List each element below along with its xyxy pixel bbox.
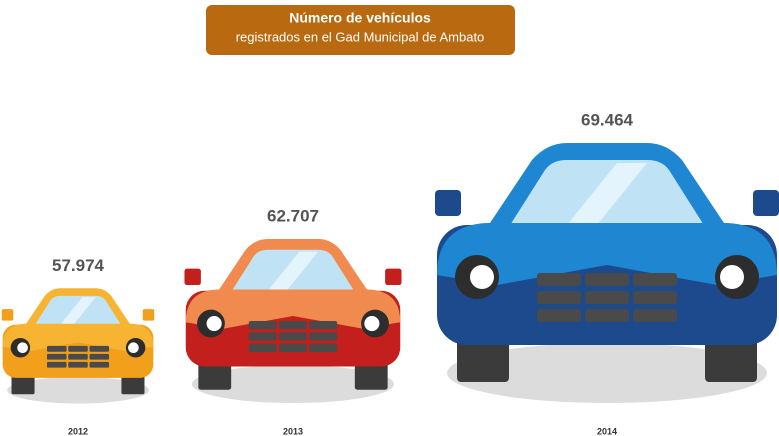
grille (249, 344, 277, 352)
headlight (17, 342, 28, 353)
grille (68, 362, 88, 368)
grille (68, 346, 88, 352)
car (2, 288, 154, 403)
grille (633, 273, 677, 286)
mirror (435, 190, 461, 216)
grille (68, 354, 88, 360)
grille (585, 291, 629, 304)
headlight (720, 265, 744, 289)
grille (537, 291, 581, 304)
grille (633, 291, 677, 304)
grille (90, 362, 110, 368)
grille (585, 273, 629, 286)
value-label: 62.707 (267, 206, 319, 225)
headlight (207, 316, 222, 331)
chart-subtitle: registrados en el Gad Municipal de Ambat… (236, 29, 485, 44)
headlight (128, 342, 139, 353)
grille (90, 346, 110, 352)
grille (309, 321, 337, 329)
grille (309, 344, 337, 352)
mirror (385, 269, 401, 285)
grille (249, 321, 277, 329)
x-tick-label: 2014 (597, 426, 617, 436)
mirror (753, 190, 779, 216)
mirror (2, 309, 14, 321)
mirror (184, 269, 200, 285)
grille (279, 321, 307, 329)
car (435, 143, 779, 403)
grille (279, 332, 307, 340)
grille (309, 332, 337, 340)
grille (47, 354, 67, 360)
x-tick-label: 2013 (283, 426, 303, 436)
chart-title: Número de vehículos (289, 10, 431, 26)
grille (47, 362, 67, 368)
value-label: 57.974 (52, 256, 105, 275)
mirror (143, 309, 155, 321)
headlight (470, 265, 494, 289)
grille (47, 346, 67, 352)
x-tick-label: 2012 (68, 426, 88, 436)
grille (249, 332, 277, 340)
grille (90, 354, 110, 360)
grille (279, 344, 307, 352)
chart: Número de vehículos registrados en el Ga… (0, 0, 779, 436)
grille (537, 273, 581, 286)
car (184, 239, 401, 403)
value-label: 69.464 (581, 110, 634, 129)
grille (585, 309, 629, 322)
headlight (364, 316, 379, 331)
grille (537, 309, 581, 322)
grille (633, 309, 677, 322)
